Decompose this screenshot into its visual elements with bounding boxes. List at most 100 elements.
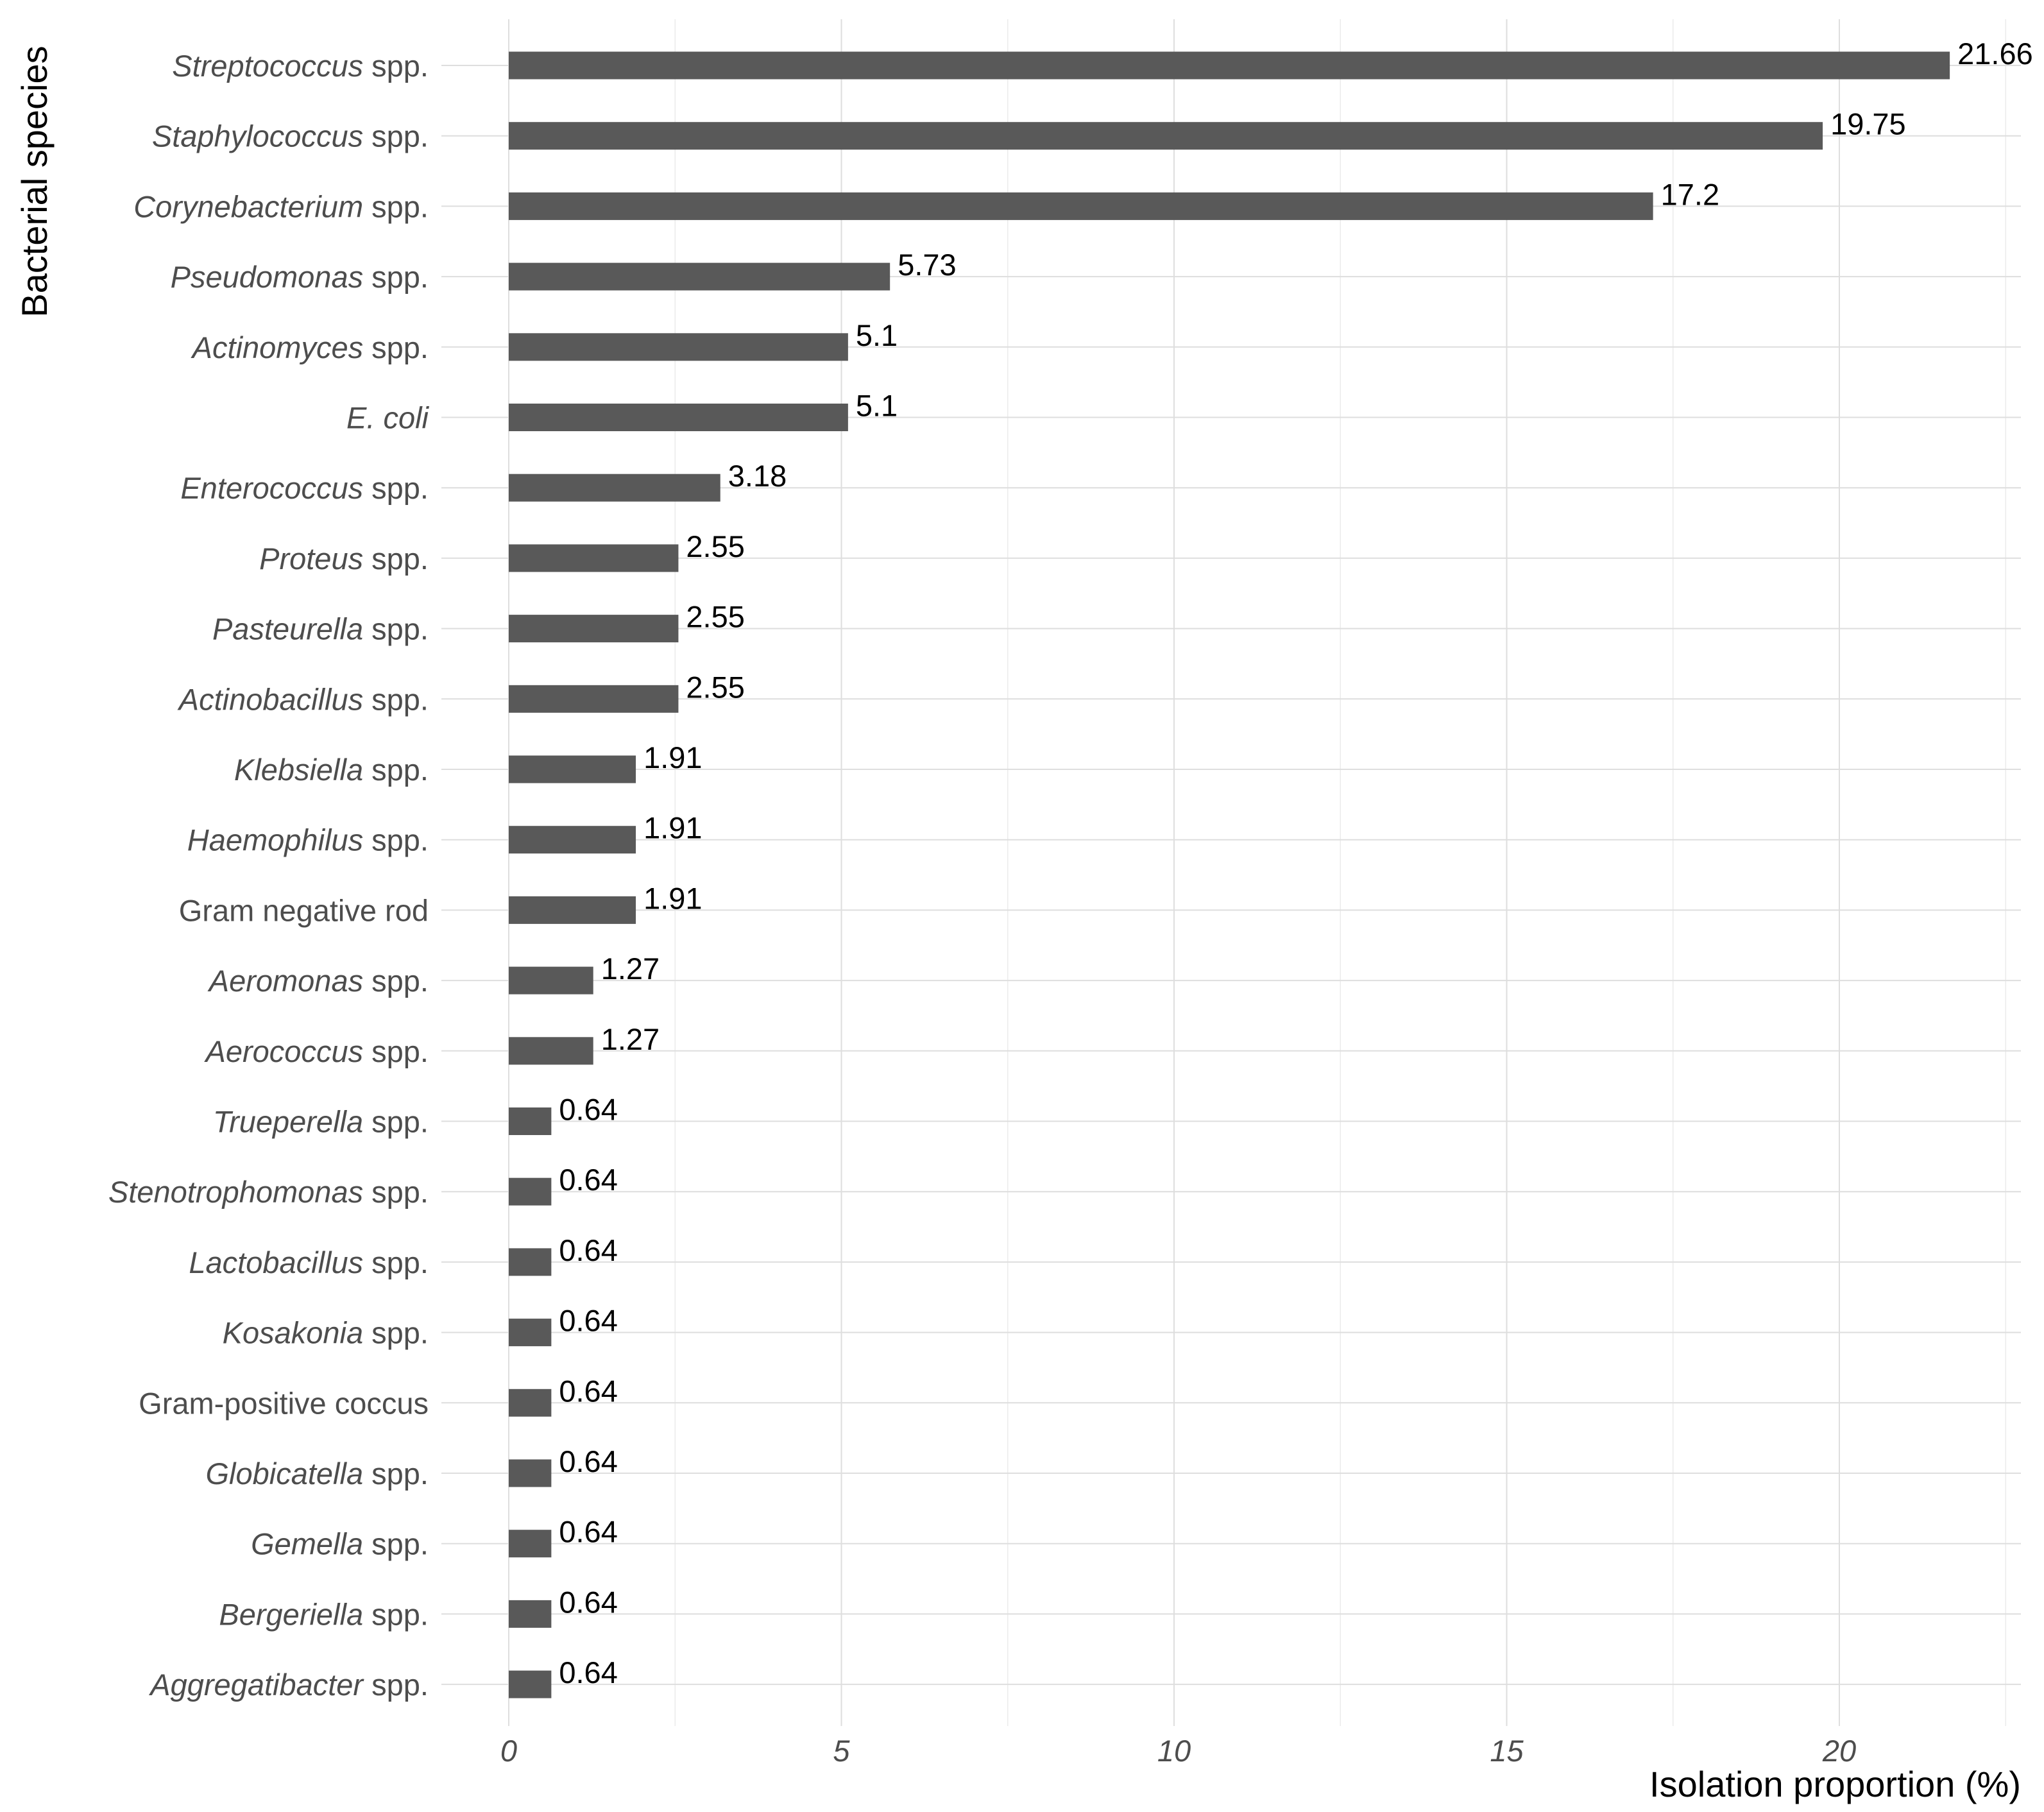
data-labels: 21.66 19.75 17.2 5.73 5.1 5.1 3.18 2.55 2.55 2.55… — [559, 37, 2032, 1689]
category-label-genus: Kosakonia — [223, 1316, 364, 1350]
bar — [509, 1248, 552, 1276]
data-label: 0.64 — [559, 1163, 617, 1197]
category-label-suffix: spp. — [363, 964, 429, 998]
category-label: Haemophilus spp. — [187, 823, 429, 857]
category-label-genus: Staphylococcus — [152, 119, 363, 153]
category-label-suffix: spp. — [363, 1316, 429, 1350]
bar — [509, 1319, 552, 1347]
category-label-genus: Aeromonas — [207, 964, 363, 998]
data-label: 0.64 — [559, 1374, 617, 1408]
category-label-suffix: spp. — [363, 49, 429, 83]
data-label: 0.64 — [559, 1585, 617, 1619]
category-label: Actinomyces spp. — [191, 330, 429, 364]
category-label: E. coli — [346, 401, 430, 435]
category-label-genus: Proteus — [259, 542, 363, 576]
category-label-genus: Trueperella — [213, 1105, 363, 1139]
x-tick-label: 5 — [833, 1734, 850, 1768]
category-label-genus: Stenotrophomonas — [108, 1175, 363, 1209]
category-label-genus: Globicatella — [206, 1457, 364, 1491]
x-tick-label: 15 — [1490, 1734, 1524, 1768]
category-label: Trueperella spp. — [213, 1105, 429, 1139]
category-label-suffix: spp. — [363, 330, 429, 364]
x-tick-label: 0 — [500, 1734, 517, 1768]
category-label-suffix: spp. — [363, 1034, 429, 1068]
data-label: 19.75 — [1830, 107, 1906, 141]
category-label-genus: Lactobacillus — [189, 1245, 363, 1279]
category-label: Klebsiella spp. — [234, 753, 429, 787]
category-label: Staphylococcus spp. — [152, 119, 429, 153]
bar — [509, 896, 636, 924]
bar — [509, 755, 636, 783]
category-label: Actinobacillus spp. — [177, 682, 429, 716]
bar — [509, 1389, 552, 1417]
bar — [509, 1600, 552, 1628]
category-label-suffix: spp. — [363, 1105, 429, 1139]
category-labels: Streptococcus spp.Staphylococcus spp.Cor… — [108, 49, 430, 1702]
category-label: Aggregatibacter spp. — [148, 1668, 429, 1702]
data-label: 2.55 — [686, 600, 744, 634]
bar — [509, 685, 679, 713]
category-label: Stenotrophomonas spp. — [108, 1175, 429, 1209]
category-label: Gram-positive coccus — [139, 1386, 429, 1420]
bar — [509, 1107, 552, 1135]
category-label-genus: Klebsiella — [234, 753, 363, 787]
category-label-genus: E. coli — [346, 401, 430, 435]
category-label-genus: Gemella — [251, 1527, 363, 1561]
data-label: 5.1 — [856, 318, 898, 352]
category-label-suffix: spp. — [363, 1527, 429, 1561]
category-label: Streptococcus spp. — [172, 49, 429, 83]
bar — [509, 826, 636, 854]
data-label: 1.91 — [643, 881, 702, 915]
category-label-suffix: spp. — [363, 682, 429, 716]
category-label-suffix: spp. — [363, 753, 429, 787]
bar — [509, 1530, 552, 1558]
category-label-suffix: spp. — [363, 542, 429, 576]
category-label-genus: Bergeriella — [219, 1597, 363, 1631]
data-label: 1.27 — [601, 1022, 660, 1056]
category-label-suffix: spp. — [363, 823, 429, 857]
data-label: 0.64 — [559, 1233, 617, 1267]
x-tick-label: 20 — [1822, 1734, 1856, 1768]
category-label-genus: Enterococcus — [180, 471, 363, 505]
data-label: 2.55 — [686, 529, 744, 563]
data-label: 0.64 — [559, 1515, 617, 1549]
x-axis-title: Isolation proportion (%) — [1649, 1764, 2021, 1804]
category-label-suffix: spp. — [363, 1245, 429, 1279]
data-label: 21.66 — [1957, 37, 2033, 71]
x-tick-label: 10 — [1157, 1734, 1191, 1768]
category-label: Pseudomonas spp. — [171, 260, 429, 294]
bar — [509, 1177, 552, 1206]
category-label-suffix: spp. — [363, 119, 429, 153]
category-label: Gemella spp. — [251, 1527, 429, 1561]
bar — [509, 1459, 552, 1487]
category-label-suffix: spp. — [363, 260, 429, 294]
category-label: Corynebacterium spp. — [133, 189, 429, 223]
category-label-suffix: spp. — [363, 1597, 429, 1631]
bar — [509, 615, 679, 643]
category-label-genus: Corynebacterium — [133, 189, 363, 223]
category-label: Lactobacillus spp. — [189, 1245, 429, 1279]
category-label-suffix: spp. — [363, 1457, 429, 1491]
category-label-genus: Actinobacillus — [177, 682, 363, 716]
data-label: 0.64 — [559, 1655, 617, 1689]
category-label: Gram negative rod — [179, 893, 429, 927]
category-label-suffix: spp. — [363, 1668, 429, 1702]
data-label: 1.27 — [601, 952, 660, 986]
category-label-genus: Haemophilus — [187, 823, 363, 857]
category-label-genus: Aggregatibacter — [148, 1668, 364, 1702]
data-label: 1.91 — [643, 811, 702, 845]
bar — [509, 544, 679, 572]
bar — [509, 122, 1823, 150]
bar — [509, 474, 720, 502]
category-label-suffix: spp. — [363, 612, 429, 646]
data-label: 0.64 — [559, 1444, 617, 1478]
category-label-genus: Streptococcus — [172, 49, 363, 83]
category-label-genus: Pasteurella — [212, 612, 363, 646]
category-label-suffix: spp. — [363, 471, 429, 505]
data-label: 5.1 — [856, 389, 898, 423]
bar — [509, 51, 1950, 80]
category-label: Aerococcus spp. — [204, 1034, 429, 1068]
category-label-suffix: Gram negative rod — [179, 893, 429, 927]
bars — [509, 51, 1950, 1698]
